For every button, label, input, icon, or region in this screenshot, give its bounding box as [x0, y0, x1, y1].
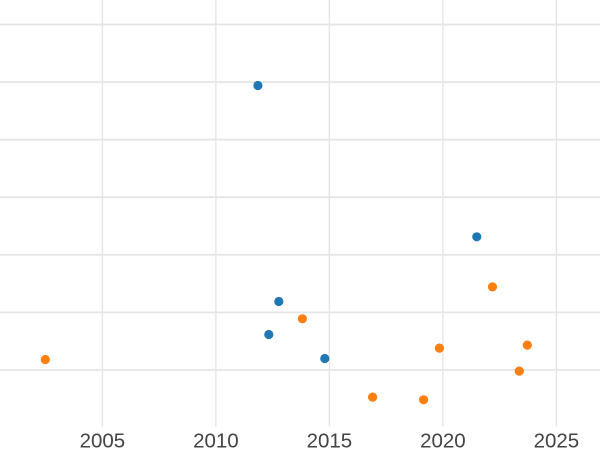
svg-text:2025: 2025 — [534, 429, 580, 450]
svg-text:2005: 2005 — [80, 429, 126, 450]
svg-text:2010: 2010 — [193, 429, 239, 450]
svg-text:2020: 2020 — [420, 429, 466, 450]
svg-text:2015: 2015 — [307, 429, 353, 450]
